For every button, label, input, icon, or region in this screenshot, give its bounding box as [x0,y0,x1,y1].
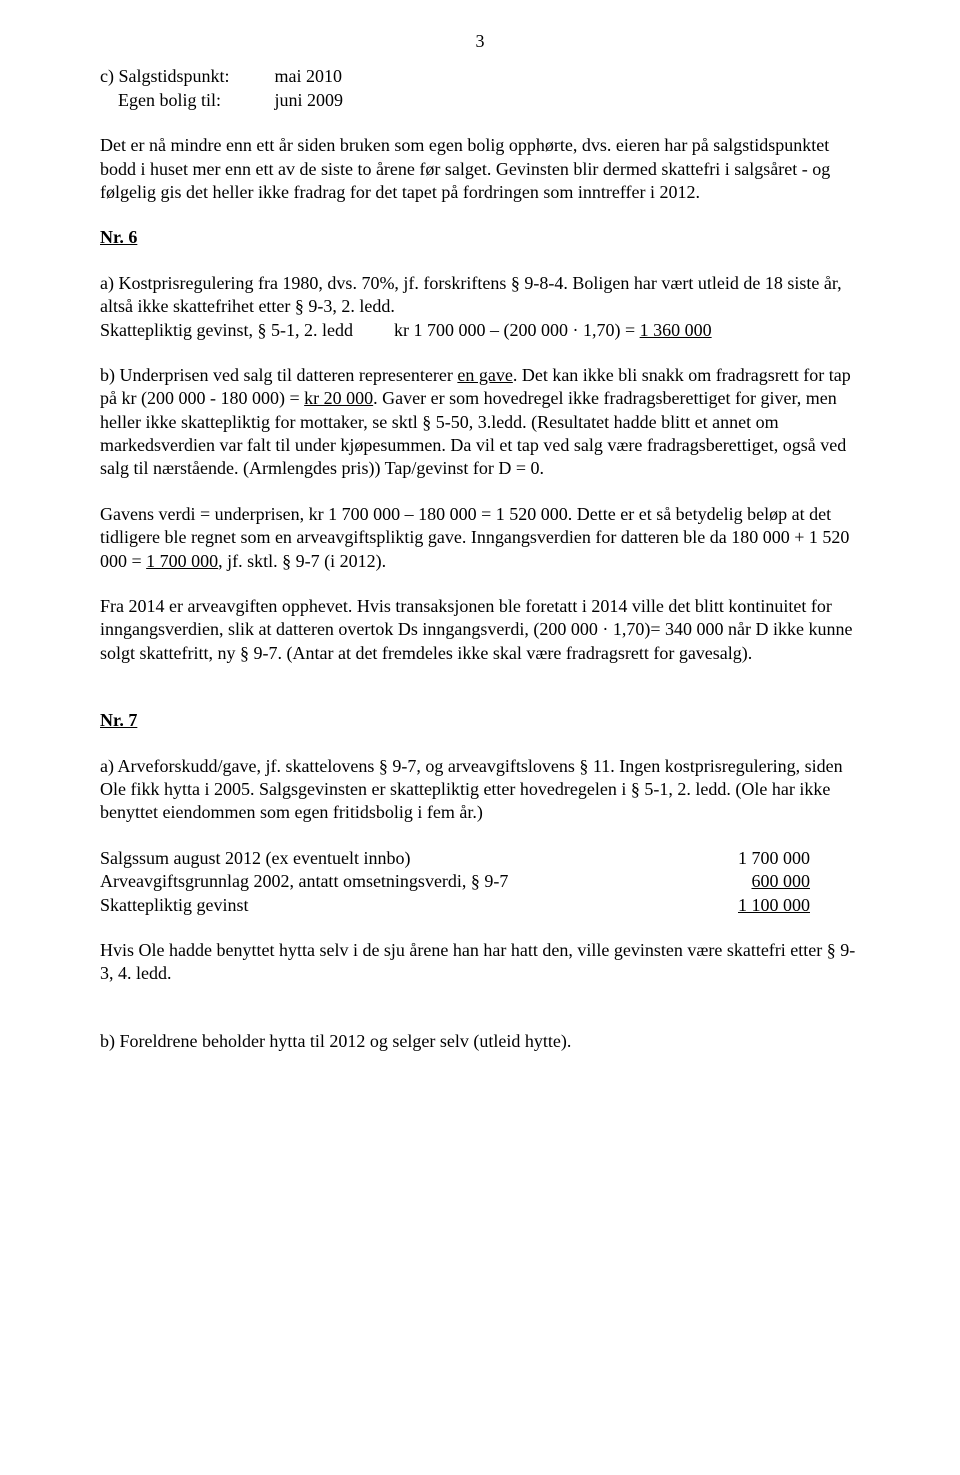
page-number: 3 [100,30,860,53]
row3-label: Skattepliktig gevinst [100,894,660,917]
nr6-kr20000: kr 20 000 [304,388,373,408]
table-row: Salgssum august 2012 (ex eventuelt innbo… [100,847,860,870]
section-c-line2: Egen bolig til: juni 2009 [100,89,860,112]
nr6-en-gave: en gave [457,365,512,385]
section-c-paragraph: Det er nå mindre enn ett år siden bruken… [100,134,860,204]
salgstidspunkt-value: mai 2010 [275,66,343,86]
salgstidspunkt-label: c) Salgstidspunkt: [100,65,270,88]
nr6-gavens-paragraph: Gavens verdi = underprisen, kr 1 700 000… [100,503,860,573]
nr7-a-paragraph: a) Arveforskudd/gave, jf. skattelovens §… [100,755,860,825]
row1-label: Salgssum august 2012 (ex eventuelt innbo… [100,847,660,870]
gavens-part2: , jf. sktl. § 9-7 (i 2012). [218,551,386,571]
nr7-heading: Nr. 7 [100,709,860,732]
egen-bolig-label: Egen bolig til: [100,89,270,112]
nr7-hvis-ole-paragraph: Hvis Ole hadde benyttet hytta selv i de … [100,939,860,986]
nr6-fra2014-paragraph: Fra 2014 er arveavgiften opphevet. Hvis … [100,595,860,665]
gavens-num: 1 700 000 [146,551,218,571]
row1-value: 1 700 000 [660,847,810,870]
nr6-b-part1: b) Underprisen ved salg til datteren rep… [100,365,457,385]
calc-expr: kr 1 700 000 – (200 000 · 1,70) = [394,320,640,340]
nr6-heading: Nr. 6 [100,226,860,249]
table-row: Arveavgiftsgrunnlag 2002, antatt omsetni… [100,870,860,893]
calc-label: Skattepliktig gevinst, § 5-1, 2. ledd [100,320,353,340]
nr6-b-paragraph: b) Underprisen ved salg til datteren rep… [100,364,860,481]
table-row: Skattepliktig gevinst 1 100 000 [100,894,860,917]
row3-value: 1 100 000 [660,894,810,917]
row2-value: 600 000 [660,870,810,893]
section-c-line1: c) Salgstidspunkt: mai 2010 [100,65,860,88]
nr7-b-paragraph: b) Foreldrene beholder hytta til 2012 og… [100,1030,860,1053]
nr6-a-paragraph: a) Kostprisregulering fra 1980, dvs. 70%… [100,272,860,319]
calc-result: 1 360 000 [640,320,712,340]
row2-label: Arveavgiftsgrunnlag 2002, antatt omsetni… [100,870,660,893]
nr6-calc: Skattepliktig gevinst, § 5-1, 2. ledd kr… [100,319,860,342]
egen-bolig-value: juni 2009 [275,90,344,110]
